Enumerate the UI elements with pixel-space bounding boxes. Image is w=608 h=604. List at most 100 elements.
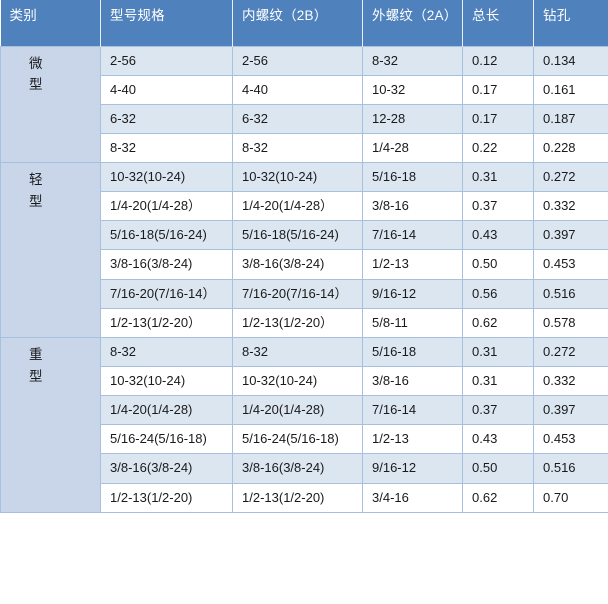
external-thread-cell: 1/2-13 (362, 424, 463, 455)
table-row: 1/2-13(1/2-20） 1/2-13(1/2-20） 5/8-11 0.62 0.… (1, 307, 608, 338)
total-length-cell: 0.50 (462, 453, 534, 484)
total-length-cell: 0.43 (462, 424, 534, 455)
drill-hole-cell: 0.134 (533, 45, 608, 76)
model-cell: 1/4-20(1/4-28) (100, 395, 233, 426)
total-length-cell: 0.31 (462, 366, 534, 397)
total-length-cell: 0.56 (462, 278, 534, 309)
internal-thread-cell: 1/4-20(1/4-28） (232, 191, 363, 222)
internal-thread-cell: 1/2-13(1/2-20) (232, 482, 363, 513)
external-thread-cell: 7/16-14 (362, 220, 463, 251)
header-row: 类别 型号规格 内螺纹（2B） 外螺纹（2A） 总长 钻孔 (0, 0, 608, 46)
internal-thread-cell: 10-32(10-24) (232, 366, 363, 397)
col-category: 类别 (0, 0, 101, 46)
external-thread-cell: 1/2-13 (362, 249, 463, 280)
total-length-cell: 0.17 (462, 103, 534, 134)
model-cell: 10-32(10-24) (100, 162, 233, 193)
model-cell: 7/16-20(7/16-14） (100, 278, 233, 309)
table-row: 1/2-13(1/2-20) 1/2-13(1/2-20) 3/4-16 0.62 0.… (1, 482, 608, 513)
model-cell: 5/16-18(5/16-24) (100, 220, 233, 251)
total-length-cell: 0.37 (462, 395, 534, 426)
model-cell: 1/2-13(1/2-20) (100, 482, 233, 513)
drill-hole-cell: 0.516 (533, 278, 608, 309)
external-thread-cell: 5/16-18 (362, 162, 463, 193)
table-row: 轻型 10-32(10-24) 10-32(10-24) 5/16-18 0.31 0.2… (0, 162, 608, 338)
external-thread-cell: 10-32 (362, 74, 463, 105)
drill-hole-cell: 0.332 (533, 366, 608, 397)
col-internal-thread: 内螺纹（2B） (232, 0, 363, 46)
table-body: 微型 2-56 2-56 8-32 0.12 0.134 4-40 4-40 10-32 0.17… (0, 45, 608, 513)
external-thread-cell: 7/16-14 (362, 395, 463, 426)
drill-hole-cell: 0.70 (533, 482, 608, 513)
model-cell: 1/4-20(1/4-28） (100, 191, 233, 222)
total-length-cell: 0.37 (462, 191, 534, 222)
category-cell: 轻型 (0, 162, 101, 338)
internal-thread-cell: 1/2-13(1/2-20） (232, 307, 363, 338)
table-row: 1/4-20(1/4-28) 1/4-20(1/4-28) 7/16-14 0.37 0… (1, 395, 608, 426)
table-row: 重型 8-32 8-32 5/16-18 0.31 0.272 (0, 336, 608, 513)
model-cell: 4-40 (100, 74, 233, 105)
total-length-cell: 0.62 (462, 307, 534, 338)
drill-hole-cell: 0.161 (533, 74, 608, 105)
internal-thread-cell: 5/16-18(5/16-24) (232, 220, 363, 251)
internal-thread-cell: 3/8-16(3/8-24) (232, 249, 363, 280)
internal-thread-cell: 6-32 (232, 103, 363, 134)
category-label: 微型 (29, 55, 43, 93)
total-length-cell: 0.12 (462, 45, 534, 76)
table-row: 7/16-20(7/16-14） 7/16-20(7/16-14） 9/16-12 0… (1, 278, 608, 309)
table-row: 3/8-16(3/8-24) 3/8-16(3/8-24) 9/16-12 0.50 0… (1, 453, 608, 484)
external-thread-cell: 8-32 (362, 45, 463, 76)
table-row: 6-32 6-32 12-28 0.17 0.187 (1, 103, 608, 134)
drill-hole-cell: 0.272 (533, 336, 608, 368)
external-thread-cell: 9/16-12 (362, 453, 463, 484)
external-thread-cell: 12-28 (362, 103, 463, 134)
table-header: 类别 型号规格 内螺纹（2B） 外螺纹（2A） 总长 钻孔 (0, 0, 608, 46)
external-thread-cell: 3/4-16 (362, 482, 463, 513)
internal-thread-cell: 8-32 (232, 336, 363, 368)
total-length-cell: 0.62 (462, 482, 534, 513)
drill-hole-cell: 0.397 (533, 220, 608, 251)
internal-thread-cell: 7/16-20(7/16-14） (232, 278, 363, 309)
drill-hole-cell: 0.453 (533, 249, 608, 280)
model-cell: 5/16-24(5/16-18) (100, 424, 233, 455)
total-length-cell: 0.50 (462, 249, 534, 280)
drill-hole-cell: 0.578 (533, 307, 608, 338)
internal-thread-cell: 5/16-24(5/16-18) (232, 424, 363, 455)
drill-hole-cell: 0.272 (533, 162, 608, 193)
external-thread-cell: 1/4-28 (362, 132, 463, 164)
total-length-cell: 0.43 (462, 220, 534, 251)
internal-thread-cell: 2-56 (232, 45, 363, 76)
internal-thread-cell: 4-40 (232, 74, 363, 105)
drill-hole-cell: 0.453 (533, 424, 608, 455)
col-external-thread: 外螺纹（2A） (362, 0, 463, 46)
col-drill-hole: 钻孔 (533, 0, 608, 46)
total-length-cell: 0.31 (462, 336, 534, 368)
model-cell: 3/8-16(3/8-24) (100, 453, 233, 484)
internal-thread-cell: 10-32(10-24) (232, 162, 363, 193)
total-length-cell: 0.31 (462, 162, 534, 193)
model-cell: 1/2-13(1/2-20） (100, 307, 233, 338)
model-cell: 10-32(10-24) (100, 366, 233, 397)
table-row: 微型 2-56 2-56 8-32 0.12 0.134 (0, 45, 608, 164)
drill-hole-cell: 0.228 (533, 132, 608, 164)
internal-thread-cell: 3/8-16(3/8-24) (232, 453, 363, 484)
col-total-length: 总长 (462, 0, 534, 46)
category-cell: 微型 (0, 45, 101, 164)
drill-hole-cell: 0.332 (533, 191, 608, 222)
table-row: 5/16-18(5/16-24) 5/16-18(5/16-24) 7/16-14 0… (1, 220, 608, 251)
model-cell: 2-56 (100, 45, 233, 76)
external-thread-cell: 5/16-18 (362, 336, 463, 368)
model-cell: 3/8-16(3/8-24) (100, 249, 233, 280)
total-length-cell: 0.22 (462, 132, 534, 164)
category-label: 轻型 (29, 172, 43, 209)
internal-thread-cell: 1/4-20(1/4-28) (232, 395, 363, 426)
model-cell: 6-32 (100, 103, 233, 134)
drill-hole-cell: 0.516 (533, 453, 608, 484)
category-label: 重型 (29, 346, 43, 384)
category-cell: 重型 (0, 336, 101, 513)
external-thread-cell: 3/8-16 (362, 191, 463, 222)
external-thread-cell: 3/8-16 (362, 366, 463, 397)
table-row: 8-32 8-32 1/4-28 0.22 0.228 (1, 132, 608, 164)
table-row: 3/8-16(3/8-24) 3/8-16(3/8-24) 1/2-13 0.50 0.… (1, 249, 608, 280)
external-thread-cell: 5/8-11 (362, 307, 463, 338)
table-row: 4-40 4-40 10-32 0.17 0.161 (1, 74, 608, 105)
